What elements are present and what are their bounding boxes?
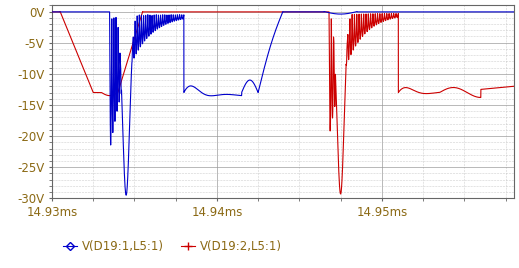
Legend: V(D19:1,L5:1), V(D19:2,L5:1): V(D19:1,L5:1), V(D19:2,L5:1): [58, 235, 286, 258]
